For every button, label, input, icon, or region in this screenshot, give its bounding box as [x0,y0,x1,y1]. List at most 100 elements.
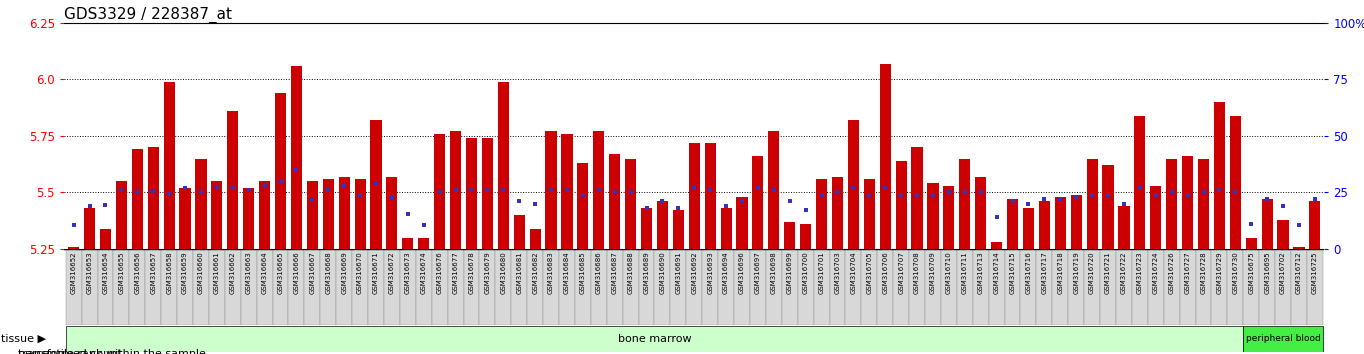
Bar [209,249,225,325]
Point [1049,196,1071,202]
Point [461,187,483,193]
Point [762,187,784,193]
Point [428,190,450,195]
Bar [1132,249,1148,325]
Bar [672,211,683,249]
Bar [737,197,747,249]
Point [1144,192,1166,198]
Bar [1211,249,1228,325]
Text: GSM316656: GSM316656 [134,251,140,294]
Bar [450,131,461,249]
Bar [1037,249,1053,325]
Bar [1309,201,1320,249]
Bar [1278,219,1289,249]
Bar [559,249,576,325]
Bar [1244,326,1323,352]
Bar [593,131,604,249]
Bar [798,249,813,325]
Point [94,202,116,208]
Point [206,185,228,191]
Text: GSM316686: GSM316686 [596,251,602,294]
Bar [225,249,241,325]
Text: GSM316652: GSM316652 [71,251,76,294]
Bar [447,249,464,325]
Bar [1166,159,1177,249]
Bar [514,215,525,249]
Text: GSM316676: GSM316676 [436,251,443,294]
Text: GSM316700: GSM316700 [802,251,809,294]
Bar [750,249,767,325]
Bar [273,249,289,325]
Bar [973,249,989,325]
Bar [116,181,127,249]
Point [301,198,323,203]
Text: GSM316668: GSM316668 [325,251,331,294]
Point [1273,203,1294,209]
Point [190,190,211,195]
Bar [1005,249,1020,325]
Text: GSM316689: GSM316689 [644,251,649,294]
Text: GSM316654: GSM316654 [102,251,109,294]
Text: GSM316701: GSM316701 [818,251,825,294]
Text: GSM316660: GSM316660 [198,251,205,294]
Bar [402,238,413,249]
Point [1129,185,1151,191]
Text: GSM316703: GSM316703 [835,251,840,294]
Point [1240,221,1262,227]
Bar [1198,159,1209,249]
Text: GSM316673: GSM316673 [405,251,411,294]
Bar [1087,159,1098,249]
Bar [1183,156,1194,249]
Text: GSM316726: GSM316726 [1169,251,1174,294]
Point [1001,199,1023,204]
Bar [911,147,922,249]
Bar [276,93,286,249]
Bar [194,249,209,325]
Bar [1290,249,1307,325]
Bar [1244,249,1259,325]
Bar [352,249,368,325]
Bar [862,249,877,325]
Bar [371,120,382,249]
Point [79,203,101,209]
Text: percentile rank within the sample: percentile rank within the sample [19,349,206,354]
Text: GSM316694: GSM316694 [723,251,730,294]
Point [127,190,149,195]
Bar [910,249,925,325]
Text: GSM316702: GSM316702 [1279,251,1286,294]
Bar [1180,249,1196,325]
Bar [686,249,702,325]
Text: GSM316717: GSM316717 [1041,251,1048,294]
Point [572,192,593,198]
Bar [1150,185,1161,249]
Text: GSM316658: GSM316658 [166,251,172,294]
Point [524,201,546,206]
Bar [1214,102,1225,249]
Bar [1007,199,1018,249]
Bar [720,208,731,249]
Bar [941,249,958,325]
Bar [877,249,893,325]
Text: GSM316670: GSM316670 [357,251,363,294]
Point [349,192,371,198]
Bar [610,154,621,249]
Text: GSM316666: GSM316666 [293,251,300,294]
Point [779,199,801,204]
Point [285,167,307,173]
Text: GSM316695: GSM316695 [1264,251,1270,294]
Bar [82,249,98,325]
Bar [528,249,543,325]
Text: GSM316716: GSM316716 [1026,251,1031,294]
Point [619,190,641,195]
Bar [768,131,779,249]
Bar [321,249,337,325]
Text: GSM316727: GSM316727 [1184,251,1191,294]
Text: GSM316682: GSM316682 [532,251,539,294]
Text: GSM316659: GSM316659 [181,251,188,294]
Point [827,190,848,195]
Bar [307,181,318,249]
Point [254,183,276,188]
Bar [1275,249,1292,325]
Bar [832,177,843,249]
Bar [641,208,652,249]
